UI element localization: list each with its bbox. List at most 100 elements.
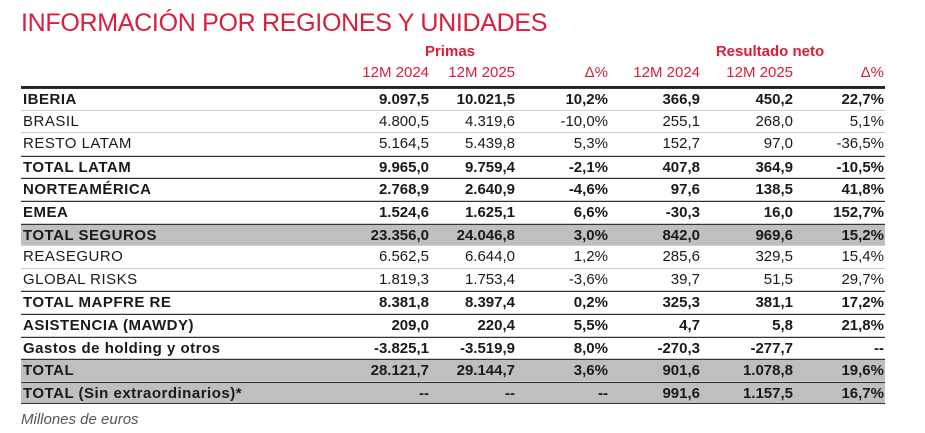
col-header-resultado-2025: 12M 2025 — [726, 64, 793, 81]
row-label: ASISTENCIA (MAWDY) — [23, 316, 194, 334]
table-cell: 8.381,8 — [378, 294, 429, 312]
row-label: TOTAL (Sin extraordinarios)* — [23, 384, 243, 402]
table-cell: 97,0 — [763, 135, 793, 153]
table-cell: 51,5 — [763, 270, 793, 288]
row-label: GLOBAL RISKS — [23, 270, 138, 288]
group-header-primas: Primas — [424, 43, 476, 60]
table-cell: 15,4% — [841, 248, 884, 266]
table-cell: 5.164,5 — [378, 135, 429, 153]
table-cell: 21,8% — [841, 316, 884, 334]
table-cell: 2.640,9 — [464, 181, 515, 199]
table-cell: 24.046,8 — [456, 226, 515, 244]
row-label: RESTO LATAM — [23, 135, 132, 153]
table-cell: 366,9 — [662, 91, 700, 108]
table-cell: 1.819,3 — [378, 270, 429, 288]
table-cell: 2.768,9 — [378, 181, 429, 199]
table-cell: 10.021,5 — [456, 91, 515, 108]
table-row: BRASIL 4.800,5 4.319,6 -10,0% 255,1 268,0 5,1% — [21, 111, 885, 134]
table-cell: 10,2% — [565, 91, 608, 108]
table-cell: 329,5 — [755, 248, 793, 266]
table-cell: 29,7% — [841, 270, 884, 288]
table-cell: 991,6 — [662, 384, 700, 402]
row-label: TOTAL — [23, 362, 75, 380]
table-row: TOTAL SEGUROS 23.356,0 24.046,8 3,0% 842,0 96… — [21, 223, 885, 247]
table-cell: 381,1 — [755, 294, 793, 312]
table-cell: 255,1 — [662, 112, 700, 130]
table-cell: 4.800,5 — [378, 112, 429, 130]
table-row: TOTAL MAPFRE RE 8.381,8 8.397,4 0,2% 325,3 38… — [21, 291, 885, 314]
table-cell: 17,2% — [841, 294, 884, 312]
row-label: EMEA — [23, 203, 69, 221]
table-cell: 285,6 — [662, 248, 700, 266]
table-cell: 9.097,5 — [378, 91, 429, 108]
table-cell: 138,5 — [755, 181, 793, 199]
col-header-primas-2025: 12M 2025 — [448, 64, 515, 81]
table-cell: 5,1% — [849, 112, 884, 130]
table-cell: 842,0 — [662, 226, 700, 244]
table-cell: 5,3% — [573, 135, 608, 153]
table-cell: 97,6 — [670, 181, 700, 199]
col-header-primas-delta: Δ% — [584, 64, 608, 81]
table-cell: 1.157,5 — [742, 384, 793, 402]
table-cell: 29.144,7 — [456, 362, 515, 380]
table-cell: 969,6 — [755, 226, 793, 244]
table-cell: 8,0% — [573, 339, 608, 357]
row-label: TOTAL SEGUROS — [23, 226, 158, 244]
table-cell: 1.524,6 — [378, 203, 429, 221]
table-cell: 19,6% — [841, 362, 884, 380]
table-row: EMEA 1.524,6 1.625,1 6,6% -30,3 16,0 152,7% — [21, 200, 885, 224]
table-cell: 3,0% — [573, 226, 608, 244]
column-headers: 12M 2024 12M 2025 Δ% 12M 2024 12M 2025 Δ… — [21, 64, 885, 86]
table-cell: 1.078,8 — [742, 362, 793, 380]
table-cell: -- — [598, 384, 608, 402]
col-header-resultado-2024: 12M 2024 — [633, 64, 700, 81]
table-cell: -3,6% — [568, 270, 608, 288]
page-title: INFORMACIÓN POR REGIONES Y UNIDADES — [21, 9, 548, 37]
table-row: RESTO LATAM 5.164,5 5.439,8 5,3% 152,7 97,0 -3… — [21, 133, 885, 156]
table-cell: 16,7% — [841, 384, 884, 402]
table-cell: 407,8 — [662, 158, 700, 176]
row-label: IBERIA — [23, 91, 77, 108]
table-cell: 1.625,1 — [464, 203, 515, 221]
table-cell: 152,7% — [833, 203, 884, 221]
table-row: TOTAL (Sin extraordinarios)* -- -- -- 991,6 1… — [21, 381, 885, 405]
table-cell: -- — [505, 384, 515, 402]
table-cell: 268,0 — [755, 112, 793, 130]
table-cell: -277,7 — [750, 339, 793, 357]
table-cell: 16,0 — [763, 203, 793, 221]
table-cell: 5.439,8 — [464, 135, 515, 153]
table-row: NORTEAMÉRICA 2.768,9 2.640,9 -4,6% 97,6 138,5… — [21, 178, 885, 201]
row-label: NORTEAMÉRICA — [23, 181, 152, 199]
table-cell: 39,7 — [670, 270, 700, 288]
table-cell: 4,7 — [679, 316, 700, 334]
row-label: TOTAL MAPFRE RE — [23, 294, 172, 312]
table-cell: 3,6% — [573, 362, 608, 380]
table-row: TOTAL 28.121,7 29.144,7 3,6% 901,6 1.078,8 19,… — [21, 359, 885, 382]
table-cell: 1.753,4 — [464, 270, 515, 288]
table-cell: 4.319,6 — [464, 112, 515, 130]
col-header-resultado-delta: Δ% — [860, 64, 884, 81]
table-cell: 364,9 — [755, 158, 793, 176]
table-cell: 8.397,4 — [464, 294, 515, 312]
table-cell: 9.759,4 — [464, 158, 515, 176]
table-cell: -270,3 — [657, 339, 700, 357]
table-cell: -10,0% — [560, 112, 608, 130]
table-cell: 15,2% — [841, 226, 884, 244]
table-cell: 6.562,5 — [378, 248, 429, 266]
table-cell: -- — [874, 339, 884, 357]
table-cell: 6,6% — [573, 203, 608, 221]
footnote: Millones de euros — [21, 411, 139, 428]
group-header-resultado-neto: Resultado neto — [715, 43, 825, 60]
table-cell: 6.644,0 — [464, 248, 515, 266]
table-cell: 22,7% — [841, 91, 884, 108]
table-row: ASISTENCIA (MAWDY) 209,0 220,4 5,5% 4,7 5,8 21… — [21, 313, 885, 337]
table-cell: 1,2% — [573, 248, 608, 266]
table-row: REASEGURO 6.562,5 6.644,0 1,2% 285,6 329,5 15,… — [21, 246, 885, 269]
table-row: IBERIA 9.097,5 10.021,5 10,2% 366,9 450,2 22,7… — [21, 88, 885, 111]
row-label: TOTAL LATAM — [23, 158, 132, 176]
table-cell: 9.965,0 — [378, 158, 429, 176]
table-cell: 209,0 — [391, 316, 429, 334]
table-row: Gastos de holding y otros -3.825,1 -3.519,… — [21, 336, 885, 360]
table-cell: -10,5% — [836, 158, 884, 176]
table-cell: 5,8 — [772, 316, 793, 334]
